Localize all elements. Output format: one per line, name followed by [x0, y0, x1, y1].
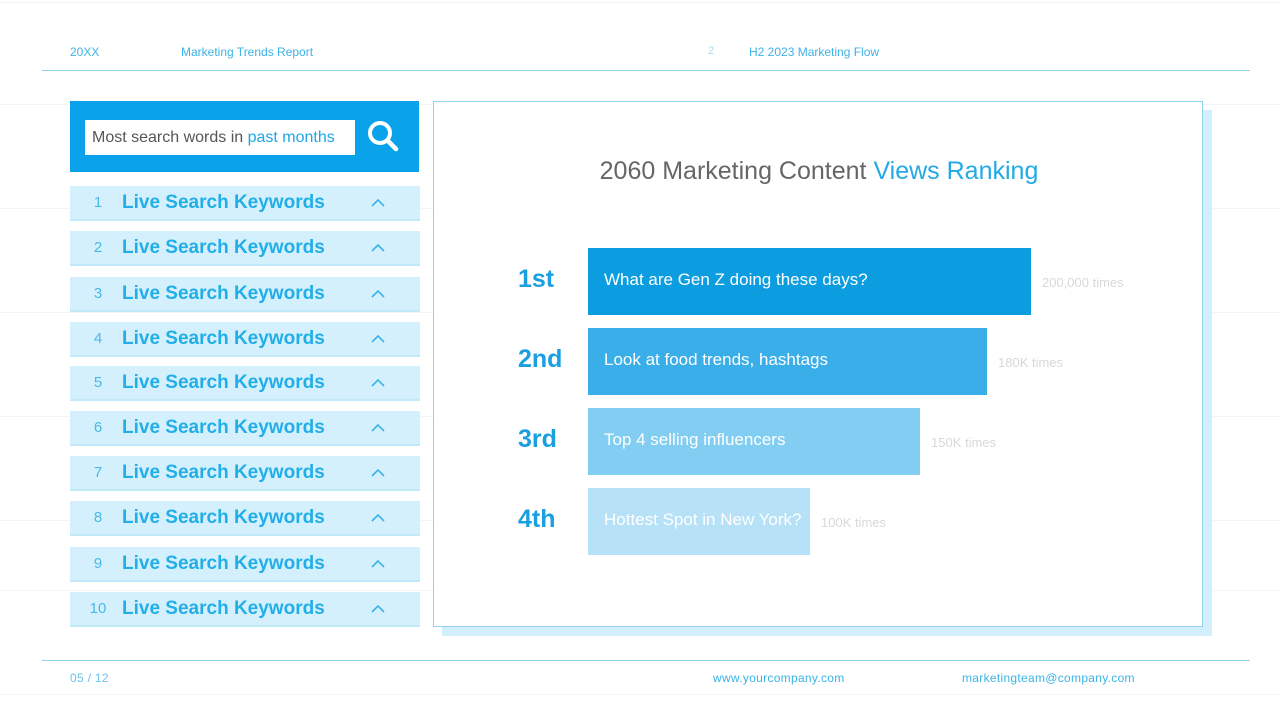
- footer-website-link[interactable]: www.yourcompany.com: [713, 671, 845, 685]
- keyword-label: Live Search Keywords: [122, 462, 325, 483]
- keyword-label: Live Search Keywords: [122, 328, 325, 349]
- chevron-up-icon[interactable]: [371, 559, 385, 569]
- chevron-up-icon[interactable]: [371, 468, 385, 478]
- chevron-up-icon[interactable]: [371, 198, 385, 208]
- keyword-rank: 3: [93, 285, 103, 302]
- keyword-rank: 2: [93, 239, 103, 256]
- rank-label: 2nd: [518, 345, 563, 373]
- keyword-rank: 10: [89, 600, 107, 617]
- keyword-label: Live Search Keywords: [122, 507, 325, 528]
- header-year: 20XX: [70, 45, 100, 59]
- keyword-label: Live Search Keywords: [122, 372, 325, 393]
- keyword-item[interactable]: 7 Live Search Keywords: [70, 456, 420, 491]
- keyword-item[interactable]: 3 Live Search Keywords: [70, 277, 420, 312]
- chevron-up-icon[interactable]: [371, 378, 385, 388]
- header-page-marker: 2: [708, 45, 715, 57]
- slide-footer: 05 / 12 www.yourcompany.com marketingtea…: [0, 658, 1280, 698]
- card-title-highlight: Views Ranking: [873, 157, 1039, 185]
- chevron-up-icon[interactable]: [371, 513, 385, 523]
- footer-page-number: 05 / 12: [70, 671, 109, 685]
- keyword-rank: 5: [93, 374, 103, 391]
- keyword-rank: 7: [93, 464, 103, 481]
- footer-divider: [42, 660, 1250, 661]
- rank-label: 1st: [518, 265, 555, 293]
- search-input[interactable]: Most search words in past months: [85, 120, 355, 155]
- keyword-rank: 6: [93, 419, 103, 436]
- keyword-label: Live Search Keywords: [122, 192, 325, 213]
- keyword-item[interactable]: 4 Live Search Keywords: [70, 322, 420, 357]
- keyword-rank: 8: [93, 509, 103, 526]
- bar-value-label: 180K times: [998, 355, 1064, 370]
- keyword-label: Live Search Keywords: [122, 417, 325, 438]
- keyword-label: Live Search Keywords: [122, 237, 325, 258]
- card-title-text: 2060 Marketing Content: [599, 157, 874, 185]
- keyword-item[interactable]: 8 Live Search Keywords: [70, 501, 420, 536]
- card-title: 2060 Marketing Content Views Ranking: [434, 157, 1204, 186]
- footer-email-link[interactable]: marketingteam@company.com: [962, 671, 1135, 685]
- keyword-label: Live Search Keywords: [122, 283, 325, 304]
- slide-header: 20XX Marketing Trends Report 2 H2 2023 M…: [0, 0, 1280, 72]
- chevron-up-icon[interactable]: [371, 604, 385, 614]
- keyword-item[interactable]: 5 Live Search Keywords: [70, 366, 420, 401]
- keyword-item[interactable]: 2 Live Search Keywords: [70, 231, 420, 266]
- bar-value-label: 150K times: [931, 435, 997, 450]
- chevron-up-icon[interactable]: [371, 334, 385, 344]
- header-divider: [42, 70, 1250, 71]
- header-section: H2 2023 Marketing Flow: [749, 45, 880, 59]
- rank-label: 3rd: [518, 425, 557, 453]
- bar-label: What are Gen Z doing these days?: [604, 270, 868, 289]
- rank-label: 4th: [518, 505, 556, 533]
- search-panel: Most search words in past months: [70, 101, 419, 172]
- chevron-up-icon[interactable]: [371, 243, 385, 253]
- search-text-highlight: past months: [247, 129, 335, 146]
- bar-value-label: 100K times: [821, 515, 887, 530]
- chevron-up-icon[interactable]: [371, 423, 385, 433]
- bar-label: Top 4 selling influencers: [604, 430, 786, 449]
- ranking-bar[interactable]: Hottest Spot in New York?: [588, 488, 810, 555]
- keyword-item[interactable]: 9 Live Search Keywords: [70, 547, 420, 582]
- chevron-up-icon[interactable]: [371, 289, 385, 299]
- header-report-title: Marketing Trends Report: [181, 45, 314, 59]
- keyword-label: Live Search Keywords: [122, 553, 325, 574]
- search-icon[interactable]: [366, 119, 400, 153]
- ranking-bar[interactable]: What are Gen Z doing these days?: [588, 248, 1031, 315]
- bar-label: Look at food trends, hashtags: [604, 350, 828, 369]
- search-text: Most search words in: [92, 129, 248, 146]
- keyword-item[interactable]: 1 Live Search Keywords: [70, 186, 420, 221]
- keyword-item[interactable]: 6 Live Search Keywords: [70, 411, 420, 446]
- keyword-rank: 4: [93, 330, 103, 347]
- keyword-rank: 9: [93, 555, 103, 572]
- keyword-rank: 1: [93, 194, 103, 211]
- ranking-card: 2060 Marketing Content Views Ranking 1st…: [433, 101, 1203, 627]
- bar-label: Hottest Spot in New York?: [604, 510, 802, 529]
- keyword-label: Live Search Keywords: [122, 598, 325, 619]
- keyword-item[interactable]: 10 Live Search Keywords: [70, 592, 420, 627]
- bar-value-label: 200,000 times: [1042, 275, 1124, 290]
- ranking-bar[interactable]: Top 4 selling influencers: [588, 408, 920, 475]
- ranking-bar[interactable]: Look at food trends, hashtags: [588, 328, 987, 395]
